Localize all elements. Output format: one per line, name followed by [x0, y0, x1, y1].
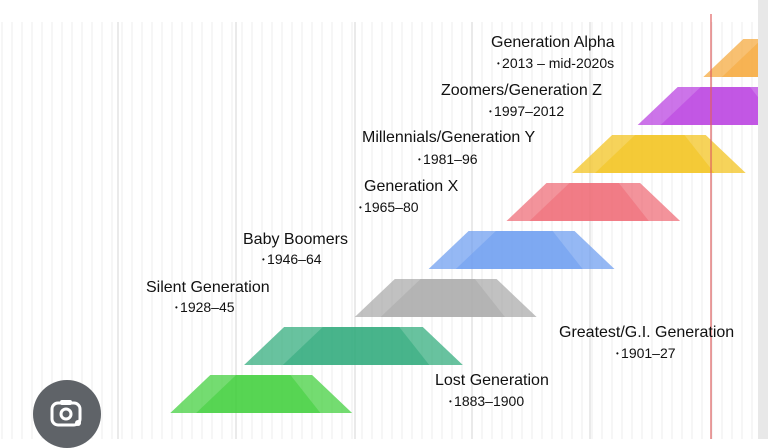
- millennials-label: Millennials/Generation Y: [362, 129, 536, 146]
- greatest-label: Greatest/G.I. Generation: [559, 324, 735, 341]
- lost-label: Lost Generation: [435, 372, 549, 389]
- boomers-label: Baby Boomers: [243, 231, 348, 248]
- boomers-years: 1946–64: [262, 251, 322, 268]
- generation-band-core: [380, 279, 505, 317]
- greatest-years: 1901–27: [616, 345, 676, 362]
- generation-band-core: [196, 375, 321, 413]
- generation-band-core: [455, 231, 583, 269]
- gen-x-years: 1965–80: [359, 199, 419, 216]
- camera-search-icon: [50, 400, 82, 427]
- scroll-edge: [758, 0, 768, 439]
- generation-band-core: [721, 39, 768, 77]
- millennials-years: 1981–96: [418, 151, 478, 168]
- background-grid: [1, 22, 753, 439]
- gen-x-label: Generation X: [364, 178, 459, 195]
- gen-alpha-label: Generation Alpha: [491, 34, 615, 51]
- generations-chart: [1, 14, 768, 439]
- generation-band-core: [660, 87, 768, 125]
- gen-alpha-years: 2013 – mid-2020s: [497, 55, 614, 72]
- generation-band-core: [282, 327, 430, 365]
- gen-z-years: 1997–2012: [489, 103, 564, 120]
- generation-bands: [170, 39, 768, 413]
- lost-years: 1883–1900: [449, 393, 524, 410]
- silent-label: Silent Generation: [146, 279, 270, 296]
- generation-band-core: [529, 183, 649, 221]
- generations-diagram: Generation Alpha 2013 – mid-2020s Zoomer…: [0, 0, 768, 439]
- generation-band-core: [595, 135, 715, 173]
- lens-search-button[interactable]: [33, 380, 101, 448]
- gen-z-label: Zoomers/Generation Z: [441, 82, 602, 99]
- silent-years: 1928–45: [175, 299, 235, 316]
